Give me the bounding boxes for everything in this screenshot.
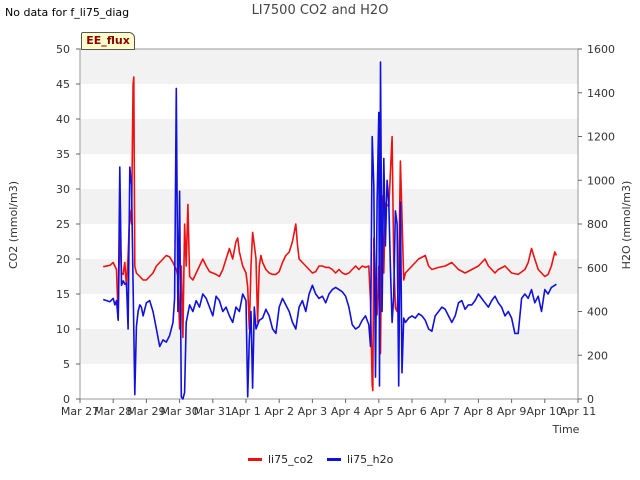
y-tick-label-right: 1200 [587, 131, 615, 144]
y-tick-label-right: 1600 [587, 43, 615, 56]
y-tick-label-left: 5 [63, 358, 70, 371]
chart-title: LI7500 CO2 and H2O [251, 3, 389, 18]
y-tick-label-right: 800 [587, 218, 608, 231]
series-line-li75-h2o [102, 61, 557, 400]
y-axis-label-right: H2O (mmol/m3) [620, 181, 633, 270]
x-axis-label: Time [552, 423, 580, 436]
x-tick-label: Apr 9 [497, 405, 527, 418]
y-tick-label-right: 400 [587, 306, 608, 319]
left-axis: 0 5 10 15 20 25 30 35 40 45 50 [56, 43, 80, 406]
legend-swatch-h2o [327, 458, 341, 461]
legend-swatch-co2 [248, 458, 262, 461]
grid-bands [80, 49, 578, 364]
right-axis: 0 200 400 600 800 1000 1200 1400 1600 [578, 43, 615, 406]
x-tick-label: Apr 8 [464, 405, 494, 418]
x-tick-label: Mar 30 [160, 405, 198, 418]
ee-flux-badge: EE_flux [81, 32, 135, 50]
x-tick-label: Apr 3 [298, 405, 328, 418]
y-tick-label-right: 200 [587, 349, 608, 362]
y-tick-label-left: 45 [56, 78, 70, 91]
legend-label-co2: li75_co2 [268, 453, 314, 466]
y-tick-label-left: 50 [56, 43, 70, 56]
x-tick-label: Mar 29 [127, 405, 165, 418]
x-tick-label: Apr 7 [430, 405, 460, 418]
x-tick-label: Mar 31 [194, 405, 232, 418]
x-tick-label: Mar 27 [61, 405, 99, 418]
x-tick-label: Apr 10 [527, 405, 564, 418]
legend: li75_co2 li75_h2o [0, 453, 640, 469]
x-tick-label: Apr 1 [231, 405, 261, 418]
y-tick-label-left: 15 [56, 288, 70, 301]
no-data-notice: No data for f_li75_diag [5, 6, 130, 19]
legend-label-h2o: li75_h2o [347, 453, 394, 466]
x-tick-label: Apr 11 [560, 405, 597, 418]
x-tick-label: Apr 5 [364, 405, 394, 418]
grid-band [80, 119, 578, 154]
grid-band [80, 49, 578, 84]
grid-band [80, 329, 578, 364]
x-tick-label: Apr 4 [331, 405, 361, 418]
y-tick-label-right: 600 [587, 262, 608, 275]
y-tick-label-right: 1000 [587, 174, 615, 187]
series-layer [102, 61, 558, 400]
y-axis-label-left: CO2 (mmol/m3) [7, 181, 20, 269]
series-line-li75-co2 [103, 76, 558, 392]
x-tick-label: Apr 2 [264, 405, 294, 418]
y-tick-label-left: 40 [56, 113, 70, 126]
y-tick-label-left: 35 [56, 148, 70, 161]
grid-band [80, 189, 578, 224]
y-tick-label-left: 10 [56, 323, 70, 336]
y-tick-label-left: 0 [63, 393, 70, 406]
y-tick-label-left: 25 [56, 218, 70, 231]
y-tick-label-right: 0 [587, 393, 594, 406]
y-tick-label-left: 20 [56, 253, 70, 266]
y-tick-label-left: 30 [56, 183, 70, 196]
x-tick-label: Apr 6 [397, 405, 427, 418]
legend-item-co2: li75_co2 [248, 453, 313, 466]
x-tick-label: Mar 28 [94, 405, 132, 418]
grid-band [80, 259, 578, 294]
y-tick-label-right: 1400 [587, 87, 615, 100]
legend-item-h2o: li75_h2o [327, 453, 393, 466]
